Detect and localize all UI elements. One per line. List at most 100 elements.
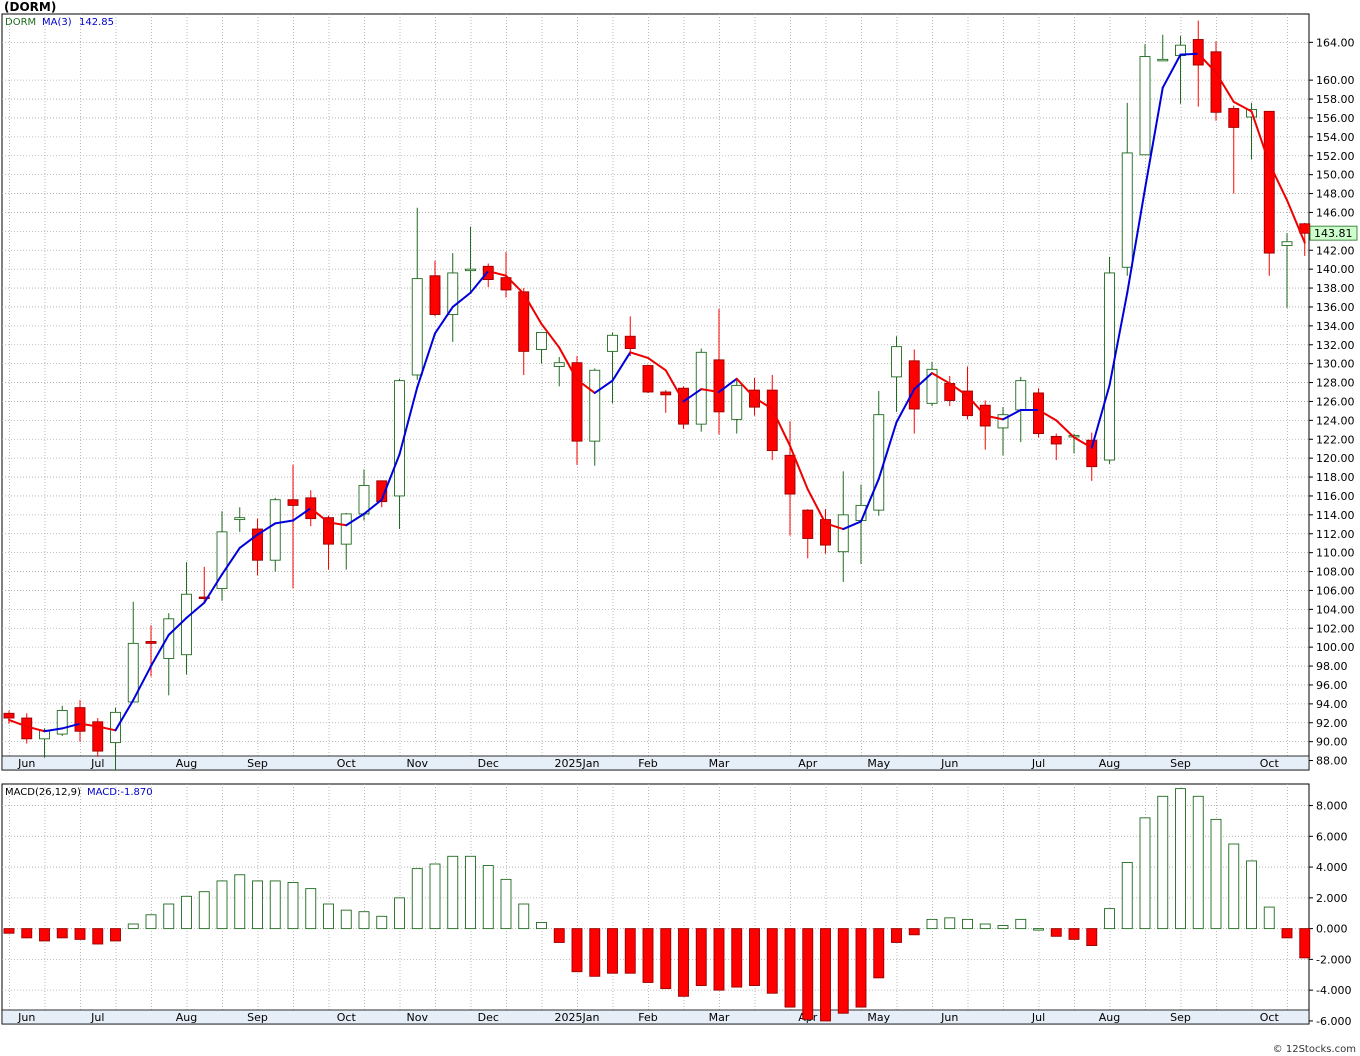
candle-body [1281,241,1293,246]
candle-body [1192,39,1204,66]
x-tick-label: Sep [1170,757,1191,770]
macd-bar [802,928,814,1020]
candle-body [376,480,388,503]
ma3-segment [256,522,277,536]
x-tick-label: Jun [17,757,35,770]
x-tick-label: Mar [709,1011,730,1024]
candle-body [1210,51,1222,113]
candle-body [252,528,263,561]
price-ytick-label: 142.00 [1316,244,1355,257]
x-tick-label: Dec [478,1011,499,1024]
candle-body [145,641,157,644]
ma3-segment [451,291,472,308]
chart-title: (DORM) [4,0,57,14]
candle-body [607,334,618,352]
ma3-segment [345,512,365,527]
candle-body [891,346,902,378]
macd-bar [465,855,476,930]
price-ytick-label: 160.00 [1316,74,1355,87]
macd-ytick-label: 8.000 [1316,800,1348,813]
candle-body [1121,152,1133,268]
ma3-segment [114,699,135,732]
macd-bar [1086,928,1098,946]
candle-body [1228,108,1240,128]
ma3-segment [363,498,383,515]
ma3-segment [824,522,845,531]
ma3-segment [966,394,987,417]
candle-body [269,499,281,561]
x-tick-label: Nov [407,1011,429,1024]
price-ytick-label: 110.00 [1316,547,1355,560]
macd-bar [607,928,618,974]
ma3-segment [1126,187,1146,294]
price-ytick-label: 140.00 [1316,263,1355,276]
macd-legend-value: MACD:-1.870 [87,787,153,798]
x-tick-label: Oct [1260,757,1280,770]
candle-body [766,389,778,452]
x-tick-label: Jun [17,1011,35,1024]
ma3-segment [1144,86,1164,190]
ma3-segment [398,386,419,456]
candle-body [56,710,68,735]
macd-bar [624,928,636,974]
ma3-segment [860,477,880,523]
x-tick-label: Sep [247,757,268,770]
macd-bar [908,928,920,936]
ma3-segment [79,722,99,728]
ma3-segment [292,507,312,522]
ma3-segment [735,377,756,399]
x-tick-label: Mar [709,757,730,770]
macd-ytick-label: 6.000 [1316,830,1348,843]
ma3-segment [931,372,951,385]
macd-bar [1228,843,1240,930]
ma3-segment [593,379,614,394]
candle-body [678,387,689,425]
candle-body [411,278,423,376]
candle-body [1086,439,1098,468]
macd-bar [340,909,352,930]
macd-bar [962,918,973,930]
macd-bar [1033,928,1044,931]
price-legend-ma-value: 142.85 [79,17,114,28]
macd-bar [1050,928,1062,937]
ma3-segment [540,322,561,349]
macd-bar [660,928,672,990]
candle-body [997,414,1009,429]
ma3-segment [806,488,827,525]
candle-body [926,368,938,404]
price-ytick-label: 88.00 [1316,755,1348,768]
x-tick-label: Feb [638,1011,657,1024]
candle-body [3,712,15,719]
macd-bar [642,928,654,983]
ma3-segment [1197,52,1217,74]
candle-body [624,335,636,349]
macd-bar [429,863,441,930]
candle-body [500,277,512,291]
ma3-segment [1161,53,1182,89]
x-tick-label: Sep [247,1011,268,1024]
x-tick-label: Aug [176,1011,197,1024]
macd-bar [820,928,831,1022]
price-legend-symbol: DORM [5,17,36,28]
macd-bar [1015,918,1027,930]
ma3-segment [576,378,596,394]
candle-body [1157,58,1169,62]
candle-body [163,618,175,659]
price-ytick-label: 164.00 [1316,36,1355,49]
candle-body [820,519,831,546]
candle-body [1050,435,1062,445]
macd-bar [1192,795,1204,930]
macd-bar [323,903,334,930]
candle-body [1104,272,1115,461]
ma3-segment [1232,100,1253,113]
macd-bar [1157,795,1169,930]
macd-bar [944,917,956,930]
ma3-segment [558,346,578,381]
macd-bar [1068,928,1080,940]
macd-bar [837,928,849,1014]
macd-bar [891,928,902,943]
ma3-segment [984,414,1004,421]
x-tick-label: Jul [1031,757,1045,770]
ma3-segment [1286,199,1306,244]
